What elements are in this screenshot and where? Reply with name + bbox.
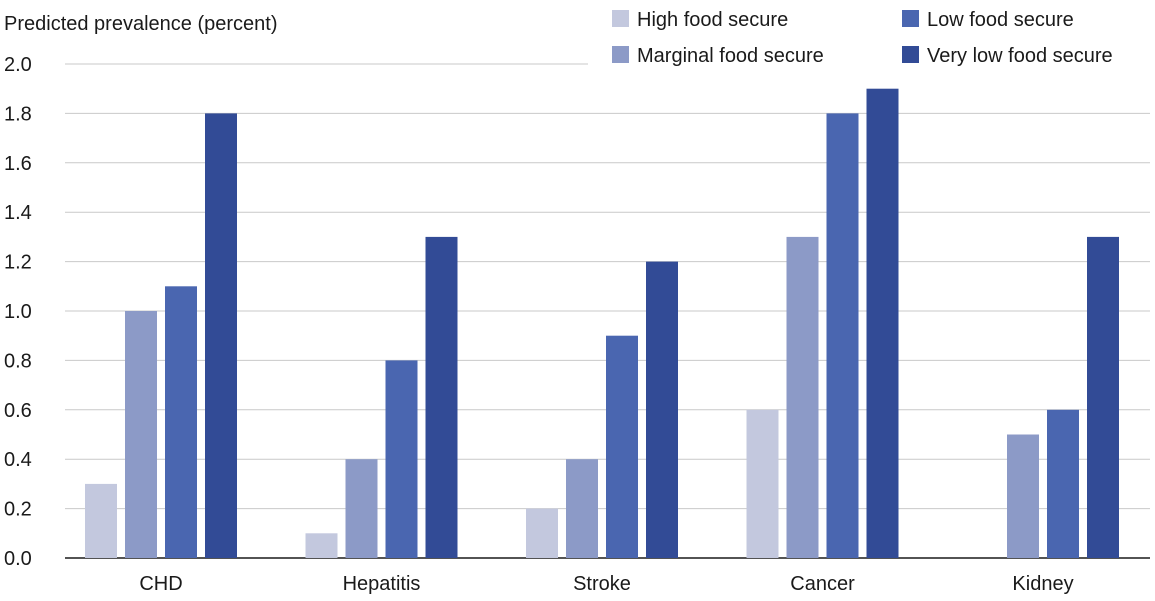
y-tick-label: 1.4 <box>4 202 32 224</box>
bar-cancer-high-food-secure <box>746 409 779 558</box>
bar-cancer-low-food-secure <box>826 113 859 559</box>
bar-cancer-very-low-food-secure <box>866 88 899 558</box>
bar-stroke-high-food-secure <box>526 508 558 558</box>
bar-chd-very-low-food-secure <box>205 113 237 559</box>
bar-stroke-low-food-secure <box>606 335 638 558</box>
x-axis: CHD Hepatitis Stroke Cancer Kidney <box>139 573 1073 595</box>
y-tick-label: 1.0 <box>4 301 32 323</box>
legend-label: Marginal food secure <box>637 45 824 67</box>
y-tick-label: 0.2 <box>4 499 32 521</box>
bar-chd-marginal-food-secure <box>125 311 157 558</box>
bars <box>85 88 1119 559</box>
y-tick-label: 0.4 <box>4 449 32 471</box>
bar-hepatitis-low-food-secure <box>385 360 418 558</box>
y-tick-label: 1.6 <box>4 153 32 175</box>
bar-hepatitis-high-food-secure <box>305 533 338 558</box>
bar-cancer-marginal-food-secure <box>786 236 819 558</box>
x-tick-label: Stroke <box>573 573 631 595</box>
bar-chd-high-food-secure <box>85 483 117 558</box>
bar-kidney-marginal-food-secure <box>1007 434 1039 558</box>
x-tick-label: Kidney <box>1012 573 1073 595</box>
legend-swatch <box>612 46 629 63</box>
y-tick-label: 0.6 <box>4 400 32 422</box>
bar-hepatitis-very-low-food-secure <box>425 236 458 558</box>
bar-stroke-very-low-food-secure <box>646 261 678 558</box>
bar-chd-low-food-secure <box>165 286 197 558</box>
y-tick-label: 2.0 <box>4 54 32 76</box>
y-tick-label: 1.8 <box>4 103 32 125</box>
gridlines <box>65 63 1150 510</box>
legend-swatch <box>902 10 919 27</box>
legend-label: Very low food secure <box>927 45 1113 67</box>
legend-swatch <box>612 10 629 27</box>
bar-hepatitis-marginal-food-secure <box>345 459 378 558</box>
y-axis-title: Predicted prevalence (percent) <box>4 13 277 35</box>
x-tick-label: CHD <box>139 573 182 595</box>
bar-kidney-very-low-food-secure <box>1087 236 1119 558</box>
y-tick-label: 1.2 <box>4 252 32 274</box>
legend: High food secure Marginal food secure Low … <box>612 9 1113 67</box>
legend-label: Low food secure <box>927 9 1074 31</box>
y-tick-label: 0.0 <box>4 548 32 570</box>
y-tick-label: 0.8 <box>4 350 32 372</box>
x-tick-label: Cancer <box>790 573 855 595</box>
x-tick-label: Hepatitis <box>343 573 421 595</box>
legend-label: High food secure <box>637 9 788 31</box>
bar-kidney-low-food-secure <box>1047 409 1079 558</box>
legend-swatch <box>902 46 919 63</box>
bar-stroke-marginal-food-secure <box>566 459 598 558</box>
